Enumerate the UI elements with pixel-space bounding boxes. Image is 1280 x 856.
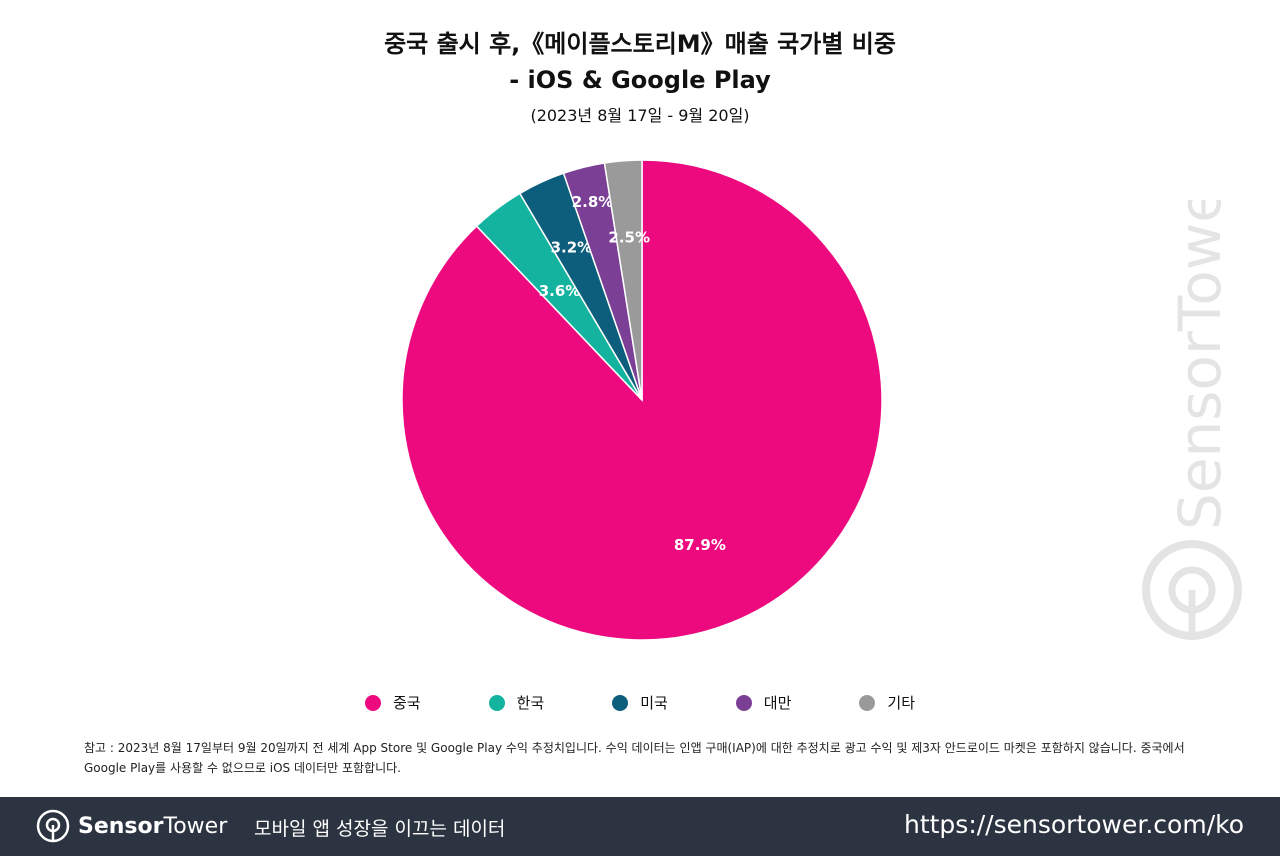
- legend-label: 중국: [392, 694, 421, 712]
- sensortower-logo: SensorTower: [36, 809, 227, 843]
- title-line-1: 중국 출시 후,《메이플스토리M》매출 국가별 비중: [384, 30, 896, 58]
- legend-item: 미국: [612, 692, 668, 713]
- pie-slice-0: [401, 159, 883, 641]
- watermark-logo: SensorTower: [1142, 200, 1242, 640]
- legend-item: 중국: [364, 692, 421, 713]
- website-url[interactable]: https://sensortower.com/ko: [903, 810, 1244, 839]
- chart-title: 중국 출시 후,《메이플스토리M》매출 국가별 비중 - iOS & Googl…: [0, 26, 1280, 98]
- legend-label: 대만: [763, 694, 792, 712]
- pie-chart: 87.9% 3.6% 3.2% 2.8% 2.5%: [401, 159, 883, 641]
- legend-label: 기타: [887, 694, 916, 712]
- legend-swatch: [859, 694, 876, 711]
- legend-item: 기타: [859, 692, 915, 713]
- logo-bold: Sensor: [78, 813, 164, 839]
- tagline: 모바일 앱 성장을 이끄는 데이터: [254, 818, 506, 840]
- title-line-2: - iOS & Google Play: [509, 66, 771, 94]
- legend: 중국 한국 미국 대만 기타: [0, 692, 1280, 713]
- chart-subtitle: (2023년 8월 17일 - 9월 20일): [530, 106, 750, 125]
- legend-swatch: [488, 694, 505, 711]
- sensortower-icon: [36, 809, 70, 843]
- footer-bar: SensorTower 모바일 앱 성장을 이끄는 데이터 https://se…: [0, 797, 1280, 856]
- legend-item: 대만: [735, 692, 792, 713]
- legend-item: 한국: [488, 692, 545, 713]
- legend-label: 한국: [516, 694, 545, 712]
- legend-swatch: [364, 694, 381, 711]
- legend-swatch: [612, 694, 629, 711]
- svg-text:SensorTower: SensorTower: [1166, 200, 1234, 530]
- data-label: 3.2%: [551, 239, 593, 257]
- data-label: 2.8%: [572, 193, 614, 211]
- logo-light: Tower: [163, 813, 228, 839]
- footnote: 참고 : 2023년 8월 17일부터 9월 20일까지 전 세계 App St…: [84, 741, 1185, 775]
- legend-swatch: [735, 694, 752, 711]
- legend-label: 미국: [640, 694, 668, 712]
- pie-slice-4: [603, 159, 643, 401]
- data-label: 3.6%: [539, 282, 581, 300]
- data-label: 87.9%: [674, 536, 726, 554]
- data-label: 2.5%: [608, 228, 650, 246]
